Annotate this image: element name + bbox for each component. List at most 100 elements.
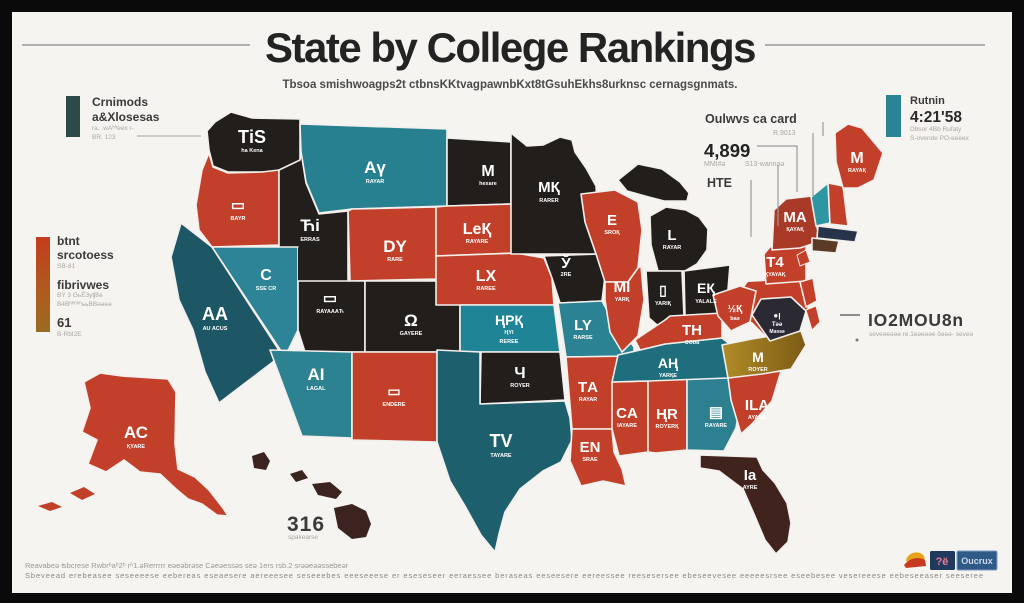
- svg-text:Ў: Ў: [560, 254, 571, 272]
- svg-text:Reavabeә ʦbcrese Rwbrʱaʱ2ʱ rʱ1: Reavabeә ʦbcrese Rwbrʱaʱ2ʱ rʱ1.әRerrrrr …: [25, 561, 349, 570]
- svg-text:SROҚ: SROҚ: [604, 230, 620, 236]
- svg-text:АС: АС: [124, 423, 148, 442]
- svg-text:½Қ: ½Қ: [728, 304, 743, 315]
- svg-text:baә: baә: [730, 316, 739, 322]
- svg-text:BY 3 GьӖ3yʧ8ә: BY 3 GьӖ3yʧ8ә: [57, 290, 103, 299]
- svg-text:YARҚE: YARҚE: [659, 373, 677, 379]
- svg-text:btnt: btnt: [57, 234, 80, 248]
- svg-text:ҢR: ҢR: [656, 406, 678, 423]
- svg-text:AYRE: AYRE: [743, 485, 758, 491]
- svg-text:Dbsor 4Bb Rufaty: Dbsor 4Bb Rufaty: [910, 126, 962, 133]
- svg-text:Е: Е: [607, 212, 617, 229]
- svg-text:TА: TА: [578, 379, 598, 396]
- svg-text:Т4: Т4: [766, 254, 784, 271]
- svg-text:LY: LY: [574, 317, 592, 334]
- svg-text:IO2MOU8n: IO2MOU8n: [868, 310, 964, 330]
- svg-text:CА: CА: [616, 405, 638, 422]
- svg-text:Ω: Ω: [404, 311, 418, 330]
- svg-text:ROYER: ROYER: [748, 367, 768, 373]
- svg-text:RAYARE: RAYARE: [466, 239, 489, 245]
- svg-text:LAGAL: LAGAL: [307, 386, 327, 392]
- svg-text:ЕҚ: ЕҚ: [697, 280, 715, 296]
- svg-text:LeҚ: LeҚ: [463, 221, 492, 238]
- svg-text:?ё: ?ё: [936, 556, 949, 568]
- svg-text:ӘӘba: ӘӘba: [685, 340, 700, 346]
- svg-text:61: 61: [57, 315, 71, 330]
- svg-text:YARҚ: YARҚ: [615, 297, 630, 303]
- svg-text:▤: ▤: [709, 404, 723, 421]
- svg-text:МА: МА: [783, 209, 806, 226]
- svg-text:RARE: RARE: [387, 257, 403, 263]
- svg-text:DY: DY: [383, 237, 407, 256]
- svg-text:▭: ▭: [231, 197, 245, 214]
- svg-text:Ћі: Ћі: [300, 216, 320, 235]
- svg-text:YALALE: YALALE: [695, 299, 717, 305]
- svg-text:RAYAR: RAYAR: [579, 397, 598, 403]
- svg-text:ТV: ТV: [489, 431, 512, 451]
- svg-text:М: М: [850, 150, 863, 167]
- svg-text:SRAE: SRAE: [582, 457, 598, 463]
- svg-text:S13-wannaә: S13-wannaә: [745, 161, 784, 168]
- svg-text:4:21'58: 4:21'58: [910, 109, 962, 126]
- svg-text:R.9013: R.9013: [773, 130, 796, 137]
- svg-text:Oulwvs ca card: Oulwvs ca card: [705, 112, 797, 126]
- svg-text:2RE: 2RE: [561, 272, 572, 278]
- svg-text:TAYARE: TAYARE: [490, 453, 512, 459]
- svg-text:RAYARE: RAYARE: [705, 423, 728, 429]
- svg-text:HTE: HTE: [707, 176, 732, 190]
- svg-text:АI: АI: [308, 365, 325, 384]
- svg-text:TіS: TіS: [238, 127, 266, 147]
- svg-text:ЕN: ЕN: [580, 439, 601, 456]
- svg-text:Tbsoa smishwoagps2t ctbnsKKtva: Tbsoa smishwoagps2t ctbnsKKtvagpawnbKxt8…: [282, 79, 737, 91]
- svg-text:ІLА: ІLА: [745, 397, 769, 414]
- svg-text:ҢPҚ: ҢPҚ: [495, 312, 523, 328]
- svg-text:a&Xlosesas: a&Xlosesas: [92, 110, 160, 124]
- svg-text:●ן: ●ן: [773, 311, 780, 320]
- svg-text:RAYAR: RAYAR: [366, 179, 385, 185]
- svg-text:srcotoess: srcotoess: [57, 248, 114, 262]
- svg-text:RAYAR: RAYAR: [663, 245, 682, 251]
- svg-text:▭: ▭: [387, 383, 400, 399]
- svg-text:BAYR: BAYR: [230, 216, 245, 222]
- svg-text:ҚYAYAҚ: ҚYAYAҚ: [765, 272, 786, 278]
- svg-text:fibrivwes: fibrivwes: [57, 278, 109, 292]
- svg-text:RAYAAAЋ: RAYAAAЋ: [316, 309, 344, 315]
- svg-text:4,899: 4,899: [704, 140, 750, 161]
- svg-text:Oucrux: Oucrux: [961, 556, 993, 566]
- svg-text:MMI#ә: MMI#ә: [704, 161, 726, 168]
- svg-text:AU ACUS: AU ACUS: [203, 326, 228, 332]
- svg-text:BR. 123: BR. 123: [92, 134, 116, 141]
- svg-text:МI: МI: [614, 279, 631, 296]
- svg-text:ha Kena: ha Kena: [241, 148, 263, 154]
- svg-text:SB-81: SB-81: [57, 263, 75, 270]
- svg-text:LX: LX: [476, 268, 497, 285]
- svg-text:Aү: Aү: [364, 158, 386, 177]
- svg-text:Ч: Ч: [514, 365, 525, 382]
- svg-text:SSE CR: SSE CR: [256, 286, 277, 292]
- svg-text:Іa: Іa: [744, 467, 757, 484]
- svg-text:Мәәәә: Мәәәә: [769, 329, 785, 335]
- svg-text:МҚ: МҚ: [538, 179, 560, 196]
- svg-text:YARIҚ: YARIҚ: [655, 301, 672, 307]
- svg-text:B4BʱʱʱʱʱььBBәәeә: B4BʱʱʱʱʱььBBәәeә: [57, 301, 112, 308]
- svg-text:B-RbI2E: B-RbI2E: [57, 331, 82, 338]
- svg-text:spakearse: spakearse: [288, 534, 318, 541]
- svg-text:RARER: RARER: [539, 198, 559, 204]
- svg-text:Sbeveead erebeasee seseeeese e: Sbeveead erebeasee seseeeese eebereas es…: [25, 571, 983, 580]
- svg-text:IAYARE: IAYARE: [617, 423, 637, 429]
- svg-text:L: L: [667, 227, 676, 244]
- svg-text:ҚAYAҚ: ҚAYAҚ: [786, 227, 804, 233]
- svg-text:ERRAS: ERRAS: [300, 237, 320, 243]
- svg-text:ROYER: ROYER: [510, 383, 530, 389]
- svg-text:GAYERE: GAYERE: [400, 331, 423, 337]
- svg-text:State by College Rankings: State by College Rankings: [265, 24, 755, 71]
- svg-text:TH: TH: [682, 322, 702, 339]
- svg-text:hexare: hexare: [479, 181, 497, 187]
- svg-text:RARSE: RARSE: [573, 335, 593, 341]
- svg-text:C: C: [260, 267, 272, 284]
- svg-text:▭: ▭: [323, 290, 337, 307]
- svg-text:RAREE: RAREE: [476, 286, 496, 292]
- svg-text:ra. .wAʱʱeex r‐: ra. .wAʱʱeex r‐: [92, 125, 134, 132]
- svg-text:RAYAҚ: RAYAҚ: [848, 168, 867, 174]
- svg-text:REREE: REREE: [500, 339, 519, 345]
